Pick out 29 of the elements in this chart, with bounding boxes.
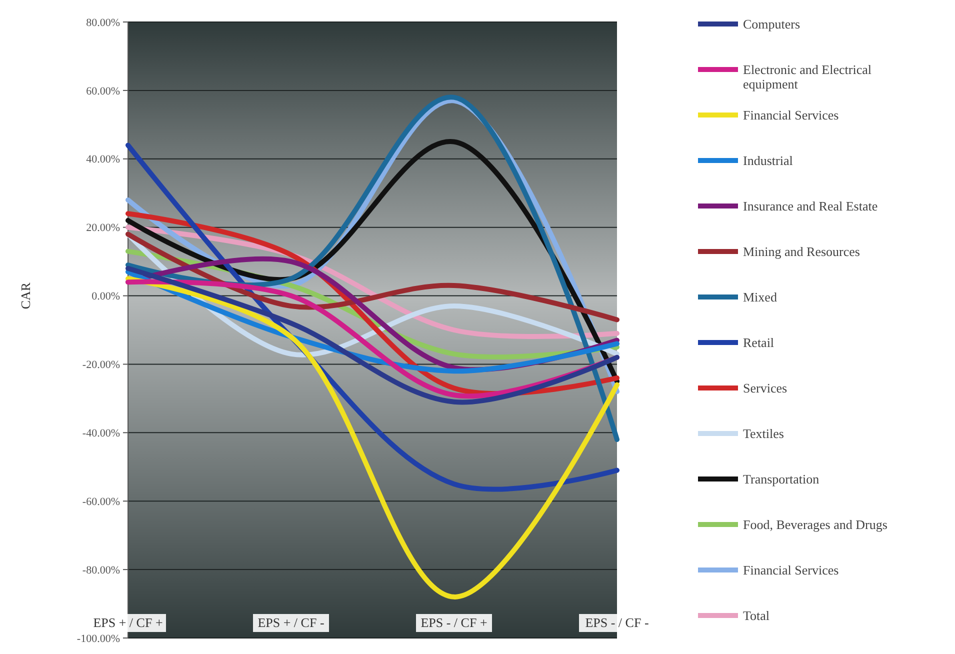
legend-label: Total: [743, 608, 770, 624]
y-tick-label: 0.00%: [92, 290, 120, 303]
legend-label: Financial Services: [743, 562, 839, 578]
legend-label: Services: [743, 380, 788, 396]
y-tick-label: -80.00%: [82, 564, 120, 576]
legend-label: Food, Beverages and Drugs: [743, 517, 888, 532]
x-tick-label: EPS + / CF +: [93, 615, 163, 630]
legend-label: Electronic and Electrical equipment: [743, 62, 872, 92]
legend-label: Mixed: [743, 290, 778, 305]
legend-label: Computers: [743, 16, 800, 32]
y-tick-label: 60.00%: [86, 85, 120, 98]
legend-label: Transportation: [743, 472, 820, 487]
y-tick-label: -60.00%: [82, 496, 120, 508]
y-tick-label: -20.00%: [82, 359, 120, 372]
legend-label: Mining and Resources: [743, 244, 860, 260]
legend-label: Insurance and Real Estate: [743, 198, 878, 214]
x-tick-label: EPS - / CF +: [420, 615, 488, 630]
legend-label: Industrial: [743, 153, 794, 168]
x-tick-label: EPS + / CF -: [258, 615, 324, 630]
legend-label: Textiles: [743, 426, 784, 442]
y-tick-label: 40.00%: [86, 154, 120, 166]
y-axis-title: CAR: [18, 282, 33, 310]
y-tick-label: -100.00%: [76, 632, 120, 645]
legend-label: Retail: [743, 335, 774, 350]
legend-label: Financial Services: [743, 108, 839, 123]
y-tick-label: 80.00%: [86, 16, 120, 29]
x-tick-label: EPS - / CF -: [585, 615, 649, 630]
y-tick-label: 20.00%: [86, 222, 120, 234]
y-tick-label: -40.00%: [82, 428, 120, 440]
